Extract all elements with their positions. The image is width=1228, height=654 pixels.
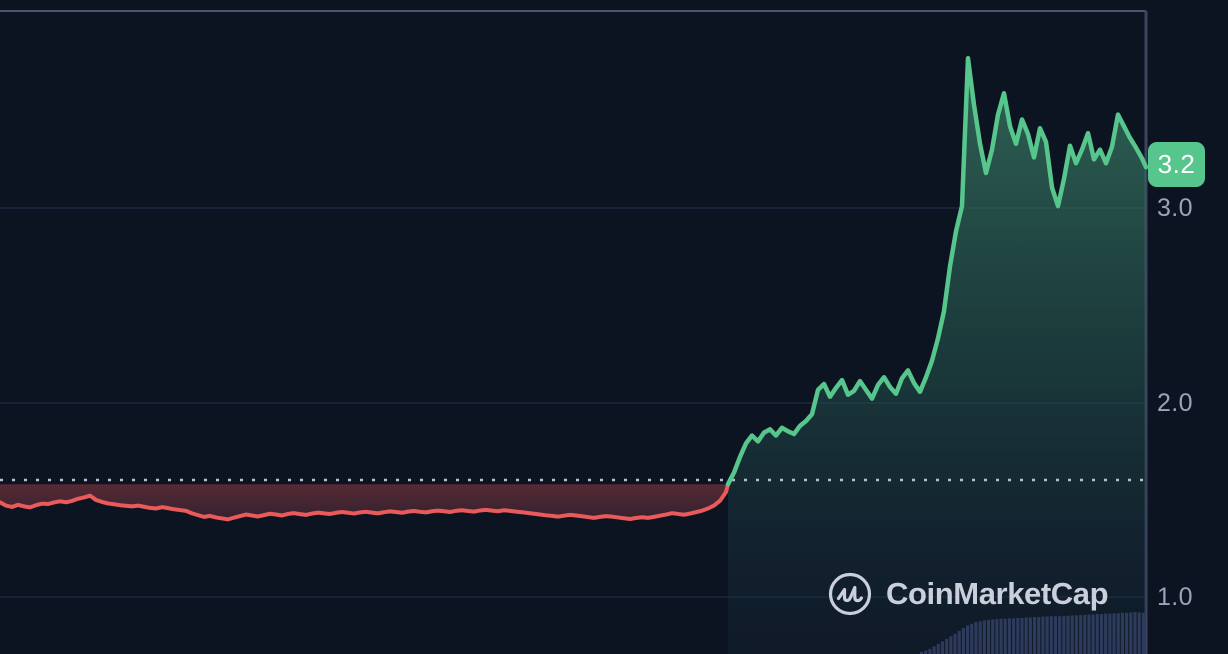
price-line-up: [725, 55, 1149, 487]
y-tick-label-2: 2.0: [1157, 389, 1193, 417]
price-area-down: [0, 484, 728, 520]
current-price-badge: 3.2: [1148, 142, 1205, 187]
coinmarketcap-logo-icon: [828, 572, 872, 616]
price-line-down: [0, 482, 730, 522]
price-area-up: [728, 58, 1146, 654]
y-tick-label-3: 3.0: [1157, 194, 1193, 222]
coinmarketcap-watermark: CoinMarketCap: [828, 572, 1109, 616]
y-tick-label-1: 1.0: [1157, 583, 1193, 611]
coinmarketcap-wordmark: CoinMarketCap: [886, 576, 1109, 611]
